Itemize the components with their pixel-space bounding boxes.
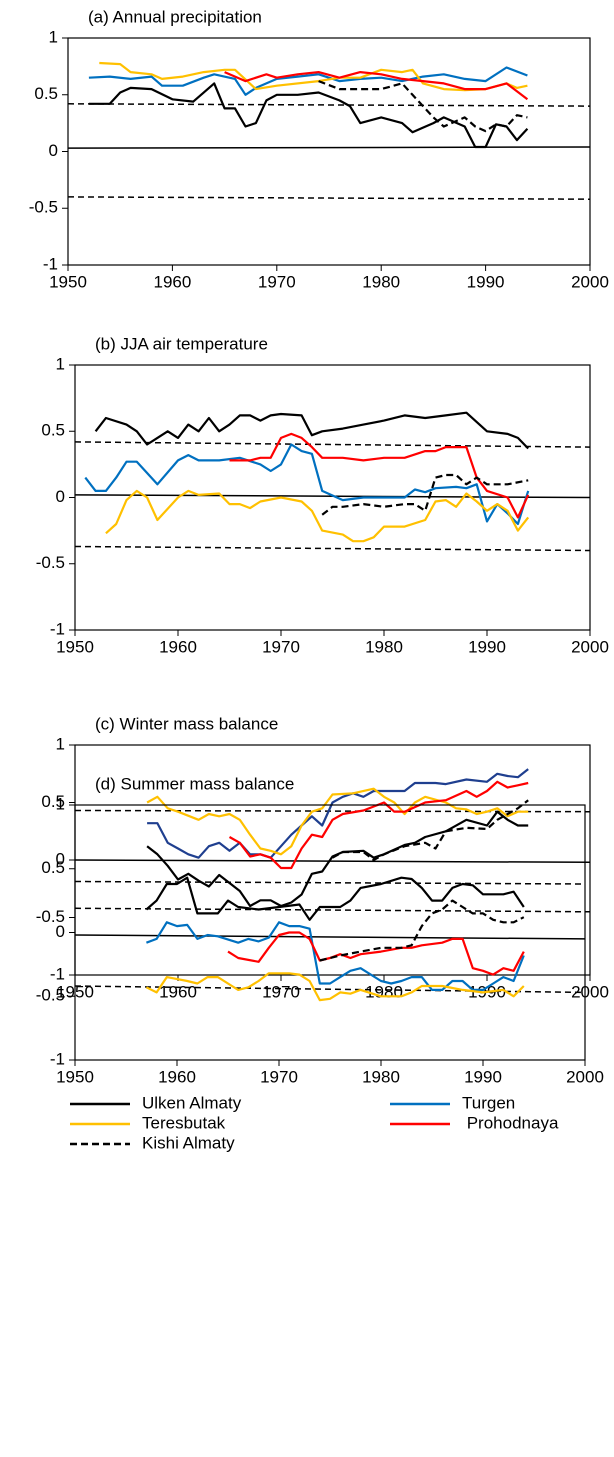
x-tick-label: 1970 [262,637,300,656]
reference-line [74,907,591,913]
reference-line [74,880,586,885]
reference-line [74,859,591,864]
series-line [105,489,530,543]
panel-title: (d) Summer mass balance [95,774,294,793]
series-line [146,921,525,991]
panel-title: (a) Annual precipitation [88,7,262,26]
y-tick-label: 1 [49,27,58,46]
legend-label: Ulken Almaty [142,1093,242,1112]
legend-label: Prohodnaya [462,1113,559,1132]
series-line [318,80,528,133]
x-tick-label: 2000 [571,272,609,291]
y-tick-label: 0.5 [41,858,65,877]
plot-frame [67,37,591,266]
series-line [229,432,530,519]
x-tick-label: 1950 [56,637,94,656]
reference-line [67,196,591,200]
x-tick-label: 1960 [153,272,191,291]
x-tick-label: 2000 [566,1067,604,1086]
y-tick-label: 0.5 [41,792,65,811]
y-tick-label: -0.5 [36,986,65,1005]
x-tick-label: 1960 [158,1067,196,1086]
x-tick-label: 1980 [362,272,400,291]
y-tick-label: -1 [43,254,58,273]
series-line [321,473,529,516]
y-tick-label: 1 [56,354,65,373]
y-tick-label: 1 [56,794,65,813]
y-tick-label: 0 [56,487,65,506]
y-tick-label: -0.5 [29,198,58,217]
x-tick-label: 1990 [467,272,505,291]
series-line [88,66,528,96]
x-tick-label: 1960 [159,982,197,1001]
y-tick-label: -0.5 [36,907,65,926]
y-tick-label: -1 [50,1049,65,1068]
x-tick-label: 1970 [260,1067,298,1086]
x-tick-label: 1960 [159,637,197,656]
x-tick-label: 1970 [262,982,300,1001]
series-line [146,787,529,856]
x-tick-label: 2000 [571,982,609,1001]
x-tick-label: 1980 [365,637,403,656]
reference-line [67,103,591,107]
series-line [88,82,529,149]
x-tick-label: 1990 [464,1067,502,1086]
y-tick-label: 0 [56,922,65,941]
plot-frame [74,804,586,1061]
x-tick-label: 2000 [571,637,609,656]
y-tick-label: -1 [50,619,65,638]
y-tick-label: 0.5 [34,84,58,103]
x-tick-label: 1990 [468,637,506,656]
y-tick-label: -0.5 [36,553,65,572]
series-line [94,411,529,450]
reference-line [74,545,591,552]
panel-title: (c) Winter mass balance [95,714,278,733]
y-tick-label: -1 [50,964,65,983]
legend-label: Teresbutak [142,1113,226,1132]
panel-title: (b) JJA air temperature [95,334,268,353]
y-tick-label: 1 [56,734,65,753]
series-line [145,972,525,1002]
legend-label: Turgen [462,1093,515,1112]
y-tick-label: 0.5 [41,421,65,440]
series-line [147,768,529,859]
series-line [331,799,529,862]
series-line [227,931,525,976]
x-tick-label: 1980 [362,1067,400,1086]
x-tick-label: 1950 [56,1067,94,1086]
series-line [319,899,525,962]
series-line [84,443,530,526]
reference-line [74,934,586,940]
series-line [145,876,525,921]
x-tick-label: 1970 [258,272,296,291]
series-line [224,71,529,101]
y-tick-label: 0 [49,141,58,160]
series-line [146,810,529,908]
y-tick-label: 0 [56,849,65,868]
series-line [228,780,529,870]
reference-line [67,146,591,149]
x-tick-label: 1950 [49,272,87,291]
reference-line [74,809,591,813]
reference-line [74,441,591,448]
legend-label: Kishi Almaty [142,1133,235,1152]
